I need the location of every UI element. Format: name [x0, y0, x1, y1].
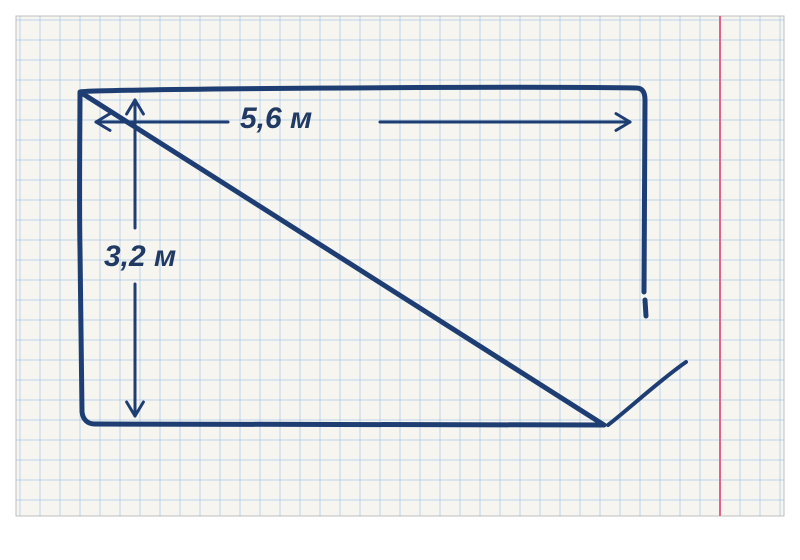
sketch-svg — [0, 0, 800, 560]
sketch-stage: 5,6 м 3,2 м — [0, 0, 800, 560]
